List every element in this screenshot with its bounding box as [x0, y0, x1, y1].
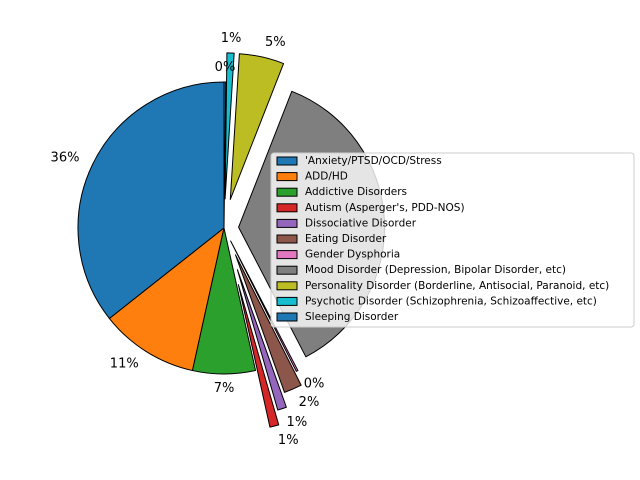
- legend-swatch-4: [276, 218, 298, 228]
- legend-label-3: Autism (Asperger's, PDD-NOS): [305, 202, 465, 214]
- pie-slice-9: [224, 52, 235, 200]
- legend-swatch-8: [276, 281, 298, 291]
- pie-percent-label-4: 1%: [287, 415, 308, 430]
- legend-label-9: Psychotic Disorder (Schizophrenia, Schiz…: [305, 295, 597, 307]
- legend-swatch-1: [276, 172, 298, 182]
- pie-percent-label-1: 11%: [110, 357, 139, 372]
- pie-slice-6: [230, 240, 299, 372]
- legend-swatch-3: [276, 203, 298, 213]
- pie-slice-0: [77, 81, 225, 320]
- pie-percent-label-10: 0%: [215, 60, 236, 75]
- legend-label-0: 'Anxiety/PTSD/OCD/Stress: [305, 155, 442, 167]
- legend-swatch-0: [276, 156, 298, 166]
- pie-percent-label-3: 1%: [278, 433, 299, 448]
- pie-slice-10: [223, 81, 227, 229]
- legend-items: 'Anxiety/PTSD/OCD/Stress ADD/HD Addictive …: [276, 155, 609, 323]
- legend-label-5: Eating Disorder: [305, 233, 387, 245]
- legend-swatch-10: [276, 312, 298, 322]
- legend-frame: [270, 152, 635, 328]
- legend-swatch-7: [276, 265, 298, 275]
- pie-slice-4: [236, 269, 287, 411]
- pie-slice-2: [191, 227, 257, 375]
- pie-percent-label-6: 0%: [304, 376, 325, 391]
- legend-label-2: Addictive Disorders: [305, 186, 407, 198]
- legend-swatch-2: [276, 187, 298, 197]
- legend-label-8: Personality Disorder (Borderline, Antiso…: [305, 280, 609, 292]
- pie-percent-label-0: 36%: [51, 150, 80, 165]
- legend-label-1: ADD/HD: [305, 171, 348, 183]
- legend-label-6: Gender Dysphoria: [305, 249, 400, 261]
- legend: 'Anxiety/PTSD/OCD/Stress ADD/HD Addictive …: [270, 152, 635, 328]
- pie-slice-1: [108, 227, 225, 372]
- pie-percent-label-9: 1%: [221, 31, 242, 46]
- legend-label-7: Mood Disorder (Depression, Bipolar Disor…: [305, 264, 566, 276]
- legend-swatch-5: [276, 234, 298, 244]
- pie-slice-8: [229, 53, 285, 200]
- pie-percent-label-5: 2%: [299, 395, 320, 410]
- legend-swatch-6: [276, 250, 298, 260]
- pie-percent-label-2: 7%: [214, 381, 235, 396]
- pie-slice-3: [237, 284, 280, 428]
- pie-percent-label-8: 5%: [265, 35, 286, 50]
- legend-swatch-9: [276, 296, 298, 306]
- legend-label-4: Dissociative Disorder: [305, 217, 417, 229]
- pie-slice-5: [234, 254, 302, 393]
- legend-label-10: Sleeping Disorder: [305, 311, 399, 323]
- pie-percent-labels: 36% 11% 7% 1% 1% 2% 0% 5% 1% 0%: [51, 31, 325, 448]
